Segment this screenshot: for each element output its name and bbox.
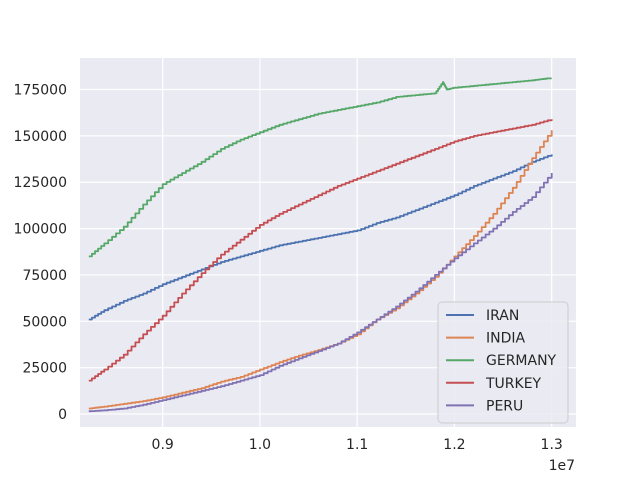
y-tick-label: 150000	[14, 129, 67, 145]
legend-label-peru: PERU	[486, 398, 523, 414]
series-line-germany	[88, 77, 552, 258]
series-line-turkey	[88, 119, 553, 382]
legend-label-turkey: TURKEY	[485, 376, 542, 392]
legend: IRAN INDIA GERMANY TURKEY PERU	[437, 301, 569, 424]
series-line-peru	[88, 173, 553, 413]
legend-box	[437, 301, 569, 424]
legend-label-india: INDIA	[486, 331, 526, 347]
y-tick-label: 75000	[22, 268, 67, 284]
y-tick-label: 50000	[22, 314, 67, 330]
series-lines	[88, 77, 553, 413]
y-tick-label: 175000	[14, 83, 67, 99]
legend-label-germany: GERMANY	[486, 353, 557, 369]
series-line-india	[88, 130, 553, 410]
x-tick-label: 1.1	[346, 437, 368, 453]
legend-label-iran: IRAN	[486, 308, 519, 324]
x-tick-label: 1.0	[249, 437, 271, 453]
y-tick-label: 25000	[22, 361, 67, 377]
tick-labels: 0.9 1.0 1.1 1.2 1.3 0 25000 50000 75000 100000 125…	[14, 83, 563, 453]
x-tick-label: 1.3	[541, 437, 563, 453]
x-tick-label: 1.2	[443, 437, 465, 453]
y-tick-label: 100000	[14, 222, 67, 238]
series-line-iran	[88, 154, 553, 321]
x-offset-label: 1e7	[549, 458, 575, 474]
y-tick-label: 0	[58, 407, 67, 423]
y-tick-label: 125000	[14, 175, 67, 191]
x-tick-label: 0.9	[152, 437, 174, 453]
